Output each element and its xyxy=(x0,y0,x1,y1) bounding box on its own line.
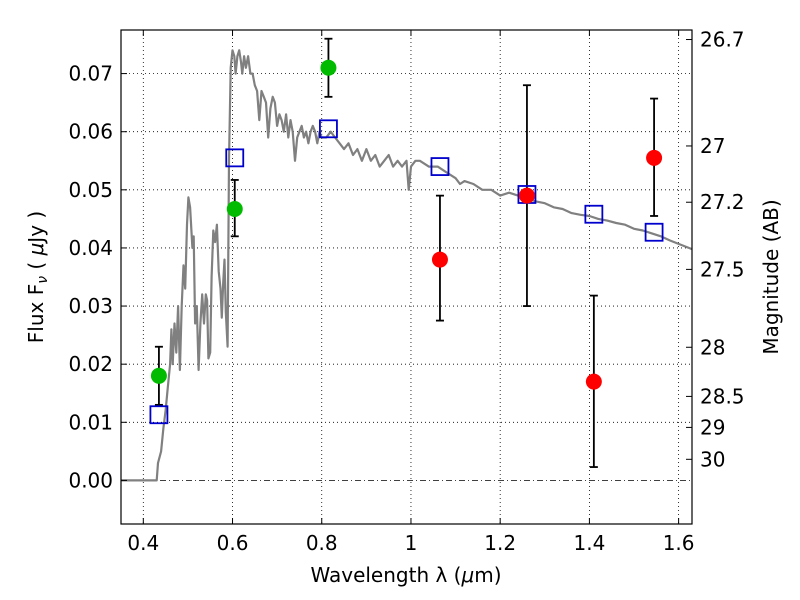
x-axis-label: Wavelength λ (μm) xyxy=(310,563,501,587)
limit-point xyxy=(518,187,535,204)
x-tick-label: 0.8 xyxy=(306,531,338,555)
marker-layer xyxy=(149,59,664,425)
mag-tick-label: 26.7 xyxy=(700,28,745,52)
model-spectrum-line xyxy=(121,49,693,482)
x-tick-label: 1.6 xyxy=(663,531,695,555)
model-band-square xyxy=(149,405,169,425)
y-axis-label: Flux Fν ( μJy ) xyxy=(24,211,51,343)
model-band-square xyxy=(319,119,338,139)
y-tick-label: 0.07 xyxy=(68,62,113,86)
detection-point xyxy=(150,367,167,384)
axis-ticks: 0.4 0.6 0.8 1 1.2 1.4 1.6 0.00 0.01 0.02 0.03 0.04 0… xyxy=(68,28,744,555)
mag-tick-label: 27 xyxy=(700,134,725,158)
x-tick-label: 1.2 xyxy=(484,531,516,555)
detection-point xyxy=(226,201,243,218)
mag-tick-label: 28.5 xyxy=(700,384,745,408)
y-tick-label: 0.00 xyxy=(68,468,113,492)
y-tick-label: 0.04 xyxy=(68,236,113,260)
limit-point xyxy=(646,149,663,166)
detection-point xyxy=(320,59,337,76)
mag-tick-label: 28 xyxy=(700,335,725,359)
y2-axis-label: Magnitude (AB) xyxy=(759,199,783,354)
mag-tick-label: 30 xyxy=(700,447,725,471)
y-tick-label: 0.01 xyxy=(68,410,113,434)
y-tick-label: 0.03 xyxy=(68,294,113,318)
x-tick-label: 0.6 xyxy=(217,531,249,555)
model-band-square xyxy=(644,222,664,242)
plot-area-frame xyxy=(120,29,693,525)
limit-point xyxy=(431,251,448,268)
model-band-square xyxy=(430,157,450,176)
y-tick-label: 0.05 xyxy=(68,178,113,202)
model-band-square xyxy=(584,204,604,224)
x-tick-label: 1 xyxy=(405,531,418,555)
mag-tick-label: 27.2 xyxy=(700,190,745,214)
model-band-square xyxy=(225,148,245,168)
limit-point xyxy=(585,373,602,390)
x-tick-label: 0.4 xyxy=(127,531,159,555)
mag-tick-label: 27.5 xyxy=(700,257,745,281)
y-tick-label: 0.06 xyxy=(68,120,113,144)
y-tick-label: 0.02 xyxy=(68,352,113,376)
mag-tick-label: 29 xyxy=(700,415,725,439)
model-spectrum-layer xyxy=(121,49,693,482)
x-tick-label: 1.4 xyxy=(573,531,605,555)
